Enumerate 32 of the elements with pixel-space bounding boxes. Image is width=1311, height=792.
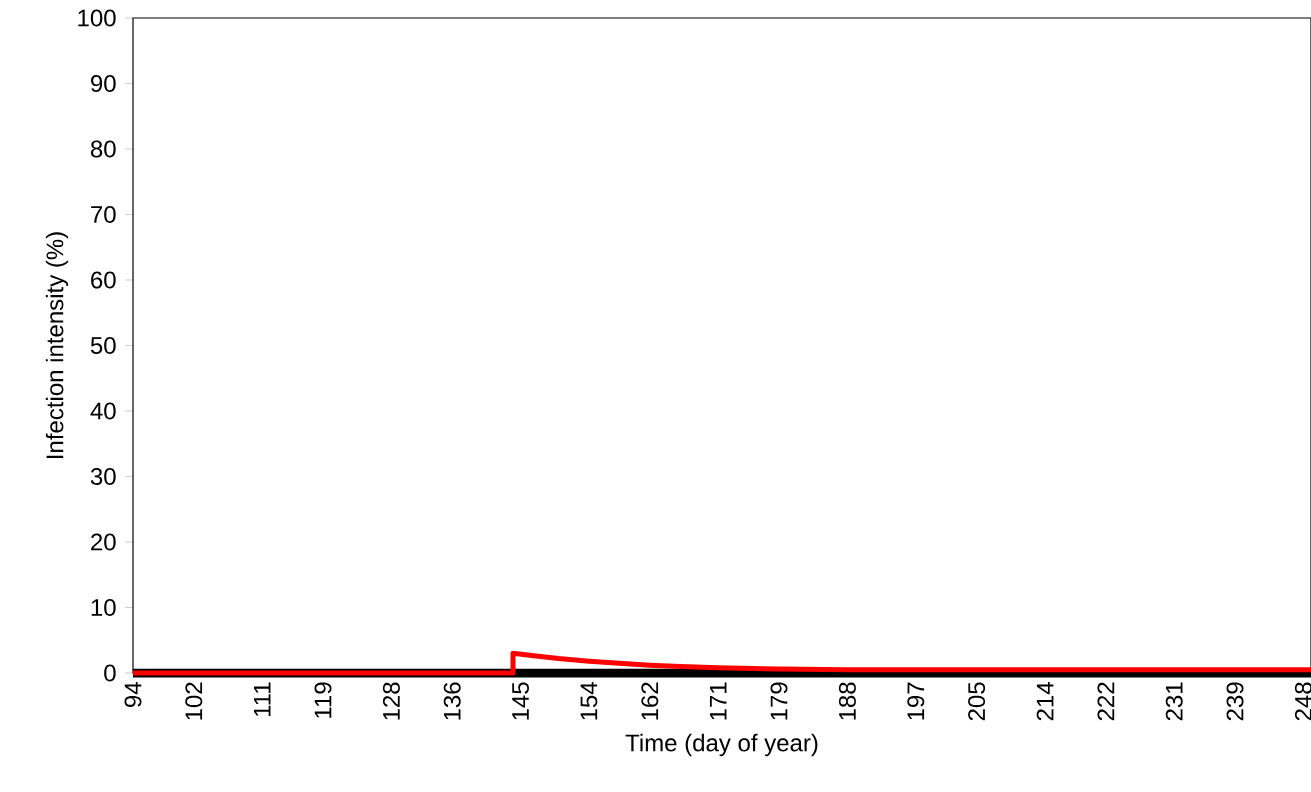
y-tick-label: 60 [91, 271, 116, 289]
x-tick-label: 239 [1226, 682, 1244, 721]
x-tick-label: 119 [314, 682, 332, 718]
y-tick-label: 80 [90, 140, 116, 158]
x-tick-label: 171 [709, 682, 727, 720]
y-tick-label: 30 [90, 468, 116, 485]
x-tick-label: 111 [253, 682, 271, 717]
y-tick-label: 70 [91, 206, 116, 223]
x-tick-label: 231 [1165, 682, 1183, 721]
y-tick-label: 50 [90, 337, 116, 354]
x-tick-label: 162 [641, 682, 659, 720]
x-tick-label: 214 [1036, 682, 1054, 721]
x-tick-label: 145 [512, 682, 529, 720]
x-tick-label: 248 [1294, 682, 1311, 721]
x-tick-label: 154 [580, 682, 598, 720]
y-tick-label: 20 [91, 533, 116, 551]
x-tick-label: 179 [770, 682, 788, 720]
x-axis-title: Time (day of year) [625, 733, 818, 757]
y-tick-label: 0 [104, 664, 116, 682]
x-tick-label: 102 [185, 682, 203, 720]
y-axis-title: Infection intensity (%) [45, 232, 69, 458]
y-tick-label: 90 [91, 75, 116, 92]
x-tick-label: 205 [968, 682, 986, 721]
y-tick-label: 100 [78, 9, 116, 27]
x-tick-label: 136 [443, 682, 461, 720]
x-tick-label: 222 [1097, 682, 1115, 721]
x-tick-label: 188 [838, 682, 856, 720]
x-tick-label: 197 [907, 682, 925, 720]
x-tick-label: 94 [124, 682, 142, 707]
y-tick-label: 40 [90, 402, 116, 420]
x-tick-label: 128 [382, 682, 400, 720]
y-tick-label: 10 [91, 599, 116, 616]
